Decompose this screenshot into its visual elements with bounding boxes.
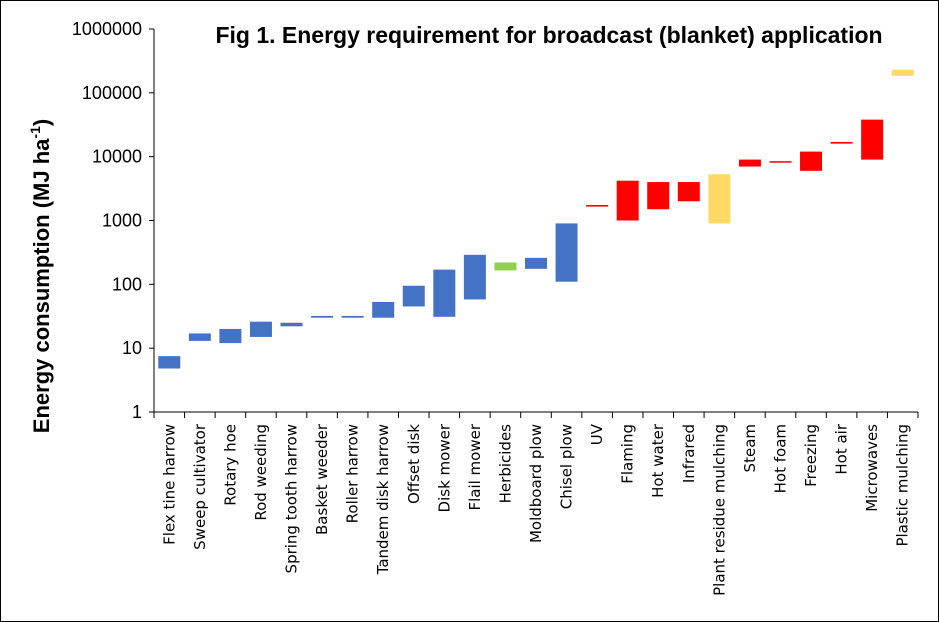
x-tick-label: Offset disk	[405, 424, 423, 504]
bar	[891, 69, 914, 76]
x-tick-label: Moldboard plow	[527, 424, 545, 543]
x-tick-label: Flex tine harrow	[160, 424, 178, 545]
x-tick-label: Disk mower	[435, 423, 453, 512]
x-tick-label: Flaming	[619, 424, 637, 484]
x-tick-label: Spring tooth harrow	[283, 424, 301, 573]
y-tick-label: 100000	[82, 83, 142, 103]
y-tick-label: 10	[122, 338, 142, 358]
bar	[738, 159, 761, 167]
chart-title: Fig 1. Energy requirement for broadcast …	[215, 22, 882, 48]
x-tick-label: Freezing	[802, 424, 820, 487]
bar	[524, 257, 548, 269]
bar	[372, 301, 395, 318]
x-tick-label: Tandem disk harrow	[374, 424, 392, 575]
bar	[861, 119, 884, 160]
x-axis-ticks: Flex tine harrow Sweep cultivator Rotary h…	[153, 412, 919, 596]
bar	[616, 180, 639, 221]
y-axis-label-close: )	[29, 119, 54, 126]
bar	[219, 328, 242, 344]
x-tick-label: Flail mower	[466, 423, 484, 510]
y-axis-label-exponent: -1	[27, 126, 43, 139]
bar	[708, 174, 731, 224]
y-tick-label: 1	[132, 402, 142, 422]
y-tick-label: 100	[112, 274, 142, 294]
y-tick-label: 1000	[102, 211, 142, 231]
x-tick-label: UV	[588, 423, 606, 445]
x-tick-label: Basket weeder	[313, 423, 331, 535]
bar	[341, 315, 364, 318]
bar	[158, 356, 181, 369]
y-axis-label-main: Energy consumption (MJ ha	[29, 138, 54, 433]
x-tick-label: Hot water	[649, 423, 667, 498]
bar	[647, 182, 670, 210]
bars	[158, 69, 914, 369]
bar	[586, 204, 609, 207]
x-tick-label: Infrared	[680, 424, 698, 483]
y-tick-label: 1000000	[72, 19, 142, 39]
x-tick-label: Plastic mulching	[894, 424, 912, 547]
bar	[677, 182, 700, 202]
bar	[249, 321, 272, 337]
bar	[494, 262, 517, 271]
bar	[769, 161, 792, 163]
bar	[830, 141, 853, 144]
bar	[433, 269, 456, 317]
bar	[800, 151, 823, 171]
bar	[188, 333, 211, 341]
x-tick-label: Plant residue mulching	[710, 424, 728, 596]
x-tick-label: Herbicides	[496, 424, 514, 504]
x-tick-label: Sweep cultivator	[191, 423, 209, 550]
bar	[555, 223, 578, 282]
bar	[311, 315, 334, 318]
x-tick-label: Hot foam	[771, 424, 789, 493]
x-tick-label: Rotary hoe	[221, 424, 239, 506]
bar	[402, 285, 425, 307]
y-axis-label: Energy consumption (MJ ha-1)	[27, 119, 54, 433]
x-tick-label: Roller harrow	[344, 424, 362, 523]
x-tick-label: Steam	[741, 424, 759, 472]
y-tick-label: 10000	[92, 147, 142, 167]
y-axis-ticks: 1 10 100 1000 10000 100000 1000000	[72, 19, 154, 422]
x-tick-label: Microwaves	[863, 424, 881, 512]
x-tick-label: Rod weeding	[252, 424, 270, 521]
x-tick-label: Hot air	[833, 423, 851, 474]
bar	[280, 322, 303, 327]
bar	[463, 254, 486, 300]
x-tick-label: Chisel plow	[558, 424, 576, 509]
